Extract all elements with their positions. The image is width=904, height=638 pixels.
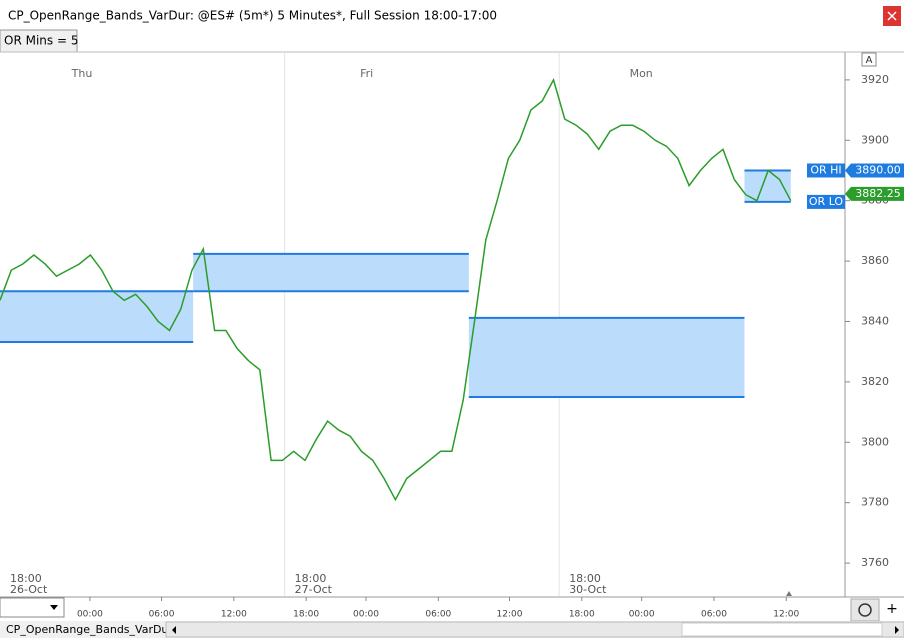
title-bar <box>0 0 904 31</box>
x-tick-label: 00:00 <box>77 610 103 620</box>
x-tick-label: 12:00 <box>221 610 247 620</box>
scroll-marker <box>786 591 792 596</box>
refresh-button[interactable] <box>850 598 880 622</box>
window-title: CP_OpenRange_Bands_VarDur: @ES# (5m*) 5 … <box>8 9 497 23</box>
range-band <box>468 317 745 397</box>
session-time: 18:00 <box>569 572 601 585</box>
y-tick-label: 3780 <box>861 496 889 509</box>
x-tick-label: 00:00 <box>629 610 655 620</box>
x-tick-label: 18:00 <box>293 610 319 620</box>
y-tick-label: 3840 <box>861 314 889 327</box>
x-tick-label: 06:00 <box>425 610 451 620</box>
session-time: 18:00 <box>10 572 42 585</box>
day-label: Fri <box>360 67 373 80</box>
x-tick-label: 18:00 <box>569 610 595 620</box>
scroll-thumb[interactable] <box>681 622 883 637</box>
y-tick-label: 3900 <box>861 133 889 146</box>
session-date: 27-Oct <box>295 583 333 596</box>
range-band <box>0 291 194 343</box>
x-tick-label: 00:00 <box>353 610 379 620</box>
session-date: 26-Oct <box>10 583 48 596</box>
session-date: 30-Oct <box>569 583 607 596</box>
price-line <box>0 77 792 502</box>
x-tick-label: 06:00 <box>149 610 175 620</box>
y-tick-label: 3800 <box>861 435 889 448</box>
y-tick-label: 3820 <box>861 375 889 388</box>
marker-tag <box>807 194 845 209</box>
marker-tag <box>807 163 845 178</box>
marker-label: OR LO <box>809 195 844 208</box>
day-label: Mon <box>630 67 653 80</box>
axis-button[interactable] <box>861 52 877 67</box>
price-tag <box>845 163 904 178</box>
range-band <box>193 253 469 292</box>
x-tick-label: 12:00 <box>773 610 799 620</box>
y-tick-label: 3860 <box>861 254 889 267</box>
dropdown-arrow <box>50 605 58 610</box>
y-tick-label: 3760 <box>861 556 889 569</box>
day-label: Thu <box>71 67 93 80</box>
price-tag-label: 3882.25 <box>855 187 901 200</box>
dropdown[interactable] <box>0 597 65 618</box>
tab-label[interactable]: CP_OpenRange_Bands_VarDur <box>6 623 173 636</box>
price-tag <box>845 186 904 201</box>
refresh-icon <box>858 603 872 617</box>
close-icon <box>887 11 897 21</box>
x-tick-label: 12:00 <box>497 610 523 620</box>
marker-label: OR HI <box>810 163 841 176</box>
axis-button-label: A <box>866 55 873 66</box>
scroll-right[interactable] <box>895 626 899 634</box>
y-tick-label: 3920 <box>861 73 889 86</box>
add-button[interactable]: + <box>886 601 898 617</box>
session-time: 18:00 <box>295 572 327 585</box>
price-tag-label: 3890.00 <box>855 163 901 176</box>
scroll-left[interactable] <box>172 626 176 634</box>
input-label: OR Mins = 5 <box>4 34 78 48</box>
x-tick-label: 06:00 <box>701 610 727 620</box>
